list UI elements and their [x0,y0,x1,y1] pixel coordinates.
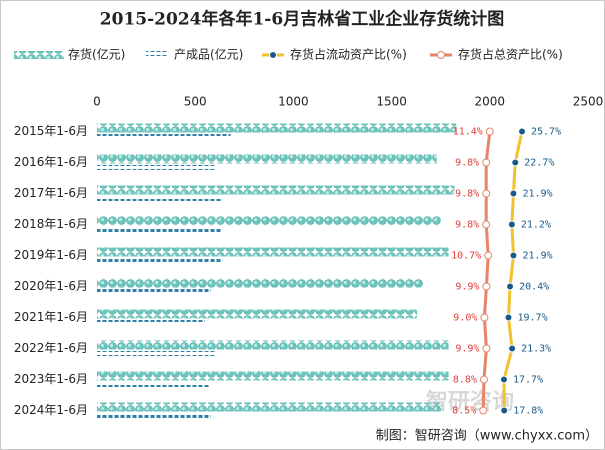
bar [97,320,206,325]
marker [482,344,491,353]
data-label: 21.2% [521,220,551,231]
data-label: 19.7% [517,313,547,324]
data-label: 9.0% [453,313,477,324]
legend-label: 存货占流动资产比(%) [290,47,407,62]
data-label: 25.7% [531,127,561,138]
x-tick-label: 1000 [278,95,309,109]
bar [97,165,215,170]
bar [97,196,223,201]
marker [518,127,527,136]
data-label: 17.7% [513,375,543,386]
bar [97,289,211,294]
marker [511,158,520,167]
marker [506,282,515,291]
data-label: 21.3% [521,344,551,355]
bar [97,123,457,133]
marker [480,313,489,322]
marker [482,282,491,291]
y-tick-label: 2015年1-6月 [14,124,88,138]
data-label: 22.7% [524,158,554,169]
bar [97,382,209,387]
data-label: 8.8% [453,375,477,386]
bar [97,185,455,195]
y-tick-label: 2020年1-6月 [14,279,88,293]
marker [509,189,518,198]
y-tick-label: 2019年1-6月 [14,248,88,262]
bar [97,278,424,288]
y-tick-label: 2022年1-6月 [14,341,88,355]
data-label: 21.9% [522,189,552,200]
legend-swatch [14,51,64,59]
bar [97,402,441,412]
marker [504,313,513,322]
bar [97,247,449,257]
bar [97,413,211,418]
data-label: 20.4% [519,282,549,293]
data-label: 9.8% [455,220,479,231]
bar [97,309,418,319]
bar [97,340,449,350]
marker [499,375,508,384]
x-tick-label: 2000 [475,95,506,109]
bar [97,227,221,232]
data-label: 21.9% [522,251,552,262]
data-label: 9.9% [455,344,479,355]
marker [479,375,488,384]
x-tick-label: 0 [93,95,101,109]
marker [507,220,516,229]
y-tick-label: 2018年1-6月 [14,217,88,231]
marker [482,189,491,198]
legend-label: 存货(亿元) [68,47,125,62]
marker [485,127,494,136]
data-label: 17.8% [513,406,543,417]
data-label: 11.4% [453,127,483,138]
y-tick-label: 2024年1-6月 [14,403,88,417]
bar [97,216,441,226]
y-tick-label: 2021年1-6月 [14,310,88,324]
source: 制图：智研咨询（www.chyxx.com） [376,429,598,444]
line [481,131,492,411]
legend-swatch [437,51,445,59]
line [502,131,524,411]
data-label: 9.8% [455,189,479,200]
chart-title: 2015-2024年各年1-6月吉林省工业企业存货统计图 [100,9,504,30]
legend-swatch [146,51,168,56]
x-tick-label: 500 [184,95,207,109]
legend-label: 存货占总资产比(%) [458,47,563,62]
data-label: 9.8% [455,158,479,169]
marker [482,158,491,167]
legend-label: 产成品(亿元) [174,47,243,62]
bar [97,154,437,164]
marker [482,220,491,229]
data-label: 9.9% [455,282,479,293]
y-tick-label: 2016年1-6月 [14,155,88,169]
bar [97,351,215,356]
legend-swatch [269,51,277,59]
data-label: 10.7% [451,251,481,262]
y-tick-label: 2023年1-6月 [14,372,88,386]
marker [479,406,488,415]
marker [484,251,493,260]
data-label: 8.5% [452,406,476,417]
x-tick-label: 1500 [376,95,407,109]
x-tick-label: 2500 [573,95,604,109]
bar [97,258,223,263]
marker [509,251,518,260]
marker [508,344,517,353]
bar [97,134,231,139]
marker [500,406,509,415]
bar [97,371,449,381]
y-tick-label: 2017年1-6月 [14,186,88,200]
